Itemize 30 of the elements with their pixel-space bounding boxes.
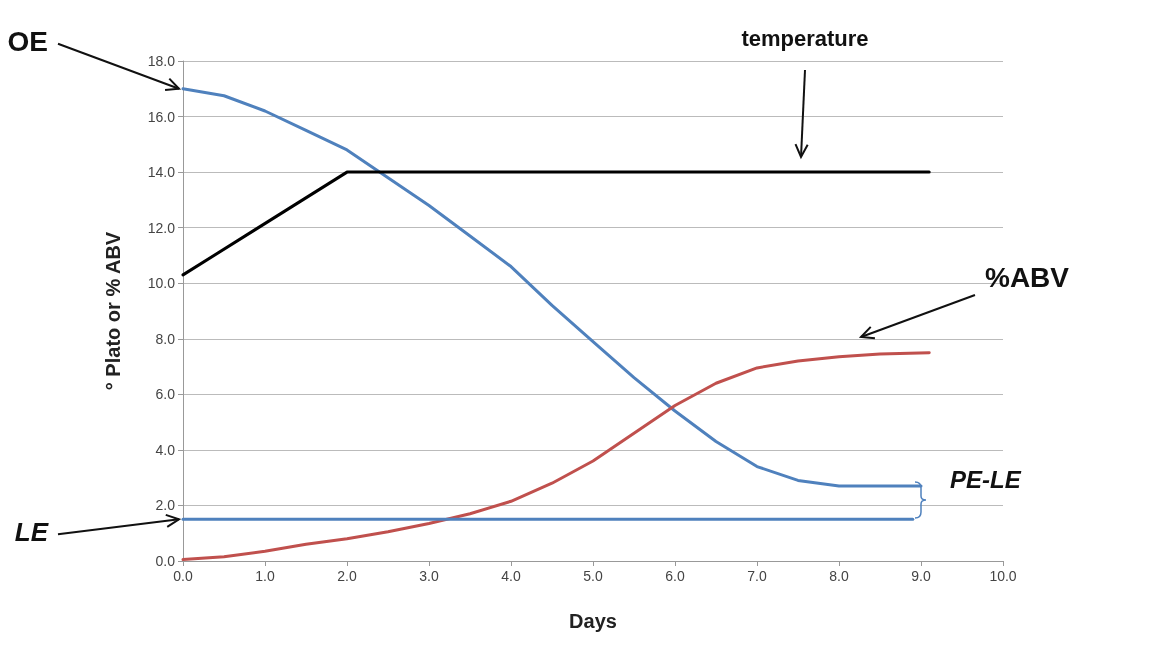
x-tick-label: 1.0: [255, 568, 275, 584]
y-tick-label: 4.0: [155, 441, 176, 458]
y-tick-label: 14.0: [147, 164, 176, 181]
line-series: [181, 87, 923, 488]
annotation: OE: [7, 26, 48, 58]
y-tick-label: 16.0: [147, 108, 176, 125]
x-tick-label: 8.0: [829, 568, 849, 584]
x-tick-label: 9.0: [911, 568, 931, 584]
y-tick-label: 0.0: [155, 553, 176, 569]
y-tick-label: 8.0: [155, 330, 176, 347]
x-tick-label: 3.0: [419, 568, 439, 584]
x-tick-label: 0.0: [173, 568, 193, 584]
y-tick-label: 10.0: [147, 275, 176, 292]
line-series: [181, 351, 931, 562]
y-tick-label: 2.0: [155, 497, 176, 514]
y-tick-label: 12.0: [147, 219, 176, 236]
x-tick-label: 10.0: [989, 568, 1017, 584]
x-tick-label: 4.0: [501, 568, 521, 584]
annotation: %ABV: [985, 262, 1070, 294]
text: temperature: [741, 25, 869, 51]
x-tick-label: 7.0: [747, 568, 767, 584]
x-tick-label: 2.0: [337, 568, 357, 584]
x-tick-label: 6.0: [665, 568, 685, 584]
y-tick-label: 6.0: [155, 386, 176, 403]
annotation: PE-LE: [950, 466, 1022, 493]
annotation: LE: [14, 517, 49, 548]
y-axis-title: ° Plato or % ABV: [102, 231, 124, 391]
x-axis-title: Days: [569, 610, 617, 632]
y-tick-label: 18.0: [147, 53, 176, 69]
x-tick-label: 5.0: [583, 568, 603, 584]
